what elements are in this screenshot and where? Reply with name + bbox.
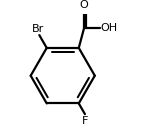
Text: OH: OH (101, 23, 118, 33)
Text: O: O (80, 0, 89, 10)
Text: Br: Br (32, 24, 44, 34)
Text: F: F (82, 116, 88, 126)
